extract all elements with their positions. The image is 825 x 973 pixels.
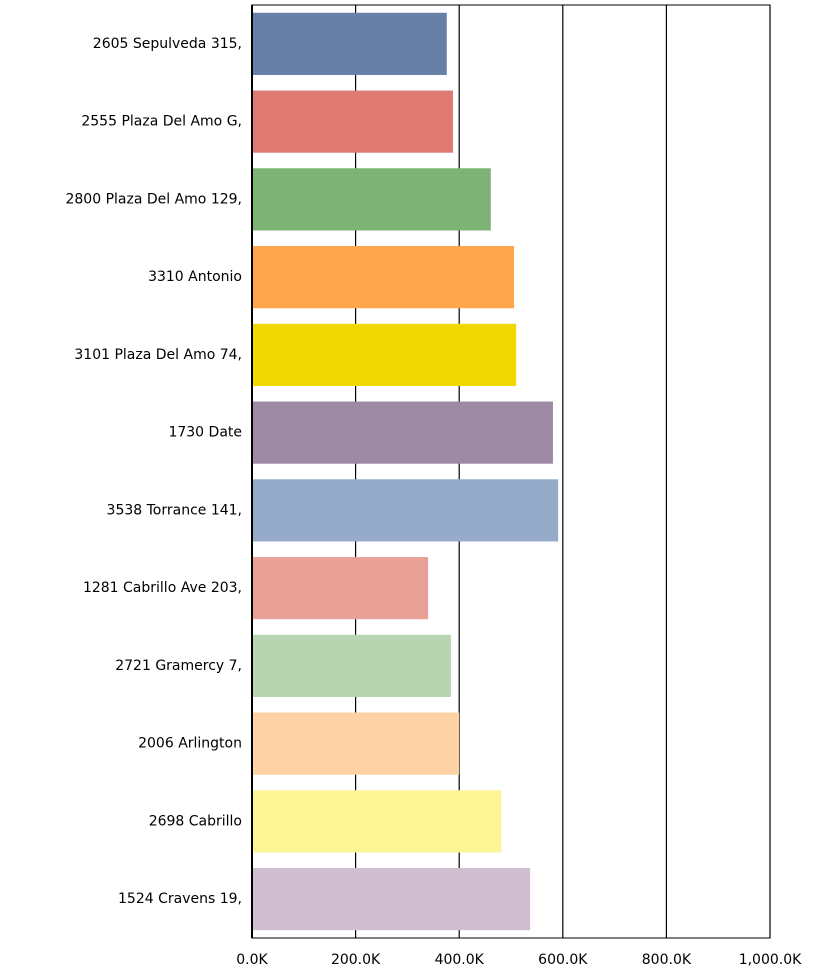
y-tick-label: 1524 Cravens 19, xyxy=(118,891,242,907)
bar xyxy=(252,712,460,775)
y-tick-label: 3538 Torrance 141, xyxy=(107,502,242,518)
y-tick-label: 2721 Gramercy 7, xyxy=(115,658,242,674)
y-tick-label: 2800 Plaza Del Amo 129, xyxy=(65,191,242,207)
bar xyxy=(252,479,559,542)
bar xyxy=(252,868,531,931)
x-tick-label: 400.0K xyxy=(435,952,485,968)
bar xyxy=(252,12,447,75)
x-tick-label: 200.0K xyxy=(331,952,381,968)
x-tick-label: 600.0K xyxy=(538,952,588,968)
y-tick-label: 1281 Cabrillo Ave 203, xyxy=(83,580,242,596)
x-tick-label: 800.0K xyxy=(642,952,692,968)
y-tick-label: 2698 Cabrillo xyxy=(149,813,242,829)
x-tick-label: 1,000.0K xyxy=(739,952,802,968)
bar xyxy=(252,634,451,697)
y-tick-label: 3101 Plaza Del Amo 74, xyxy=(74,347,242,363)
bar xyxy=(252,90,453,153)
bar xyxy=(252,557,429,620)
bar xyxy=(252,401,553,464)
y-tick-label: 2605 Sepulveda 315, xyxy=(93,36,242,52)
bar xyxy=(252,790,502,853)
bar xyxy=(252,246,515,309)
y-tick-label: 3310 Antonio xyxy=(148,269,242,285)
x-tick-label: 0.0K xyxy=(236,952,268,968)
y-tick-label: 2555 Plaza Del Amo G, xyxy=(81,114,242,130)
y-tick-label: 2006 Arlington xyxy=(138,736,242,752)
bar xyxy=(252,168,491,231)
y-tick-label: 1730 Date xyxy=(168,425,242,441)
bar xyxy=(252,323,517,386)
